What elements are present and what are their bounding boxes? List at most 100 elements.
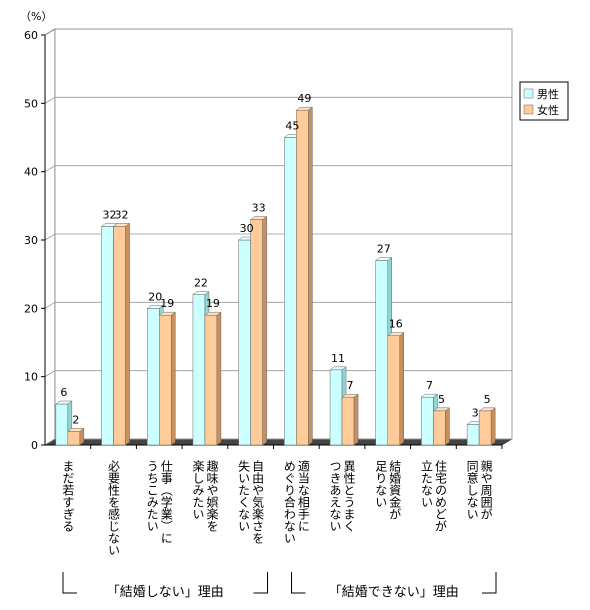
bar xyxy=(295,106,314,446)
data-label: 30 xyxy=(240,222,254,235)
y-tick-label: 40 xyxy=(24,166,38,179)
group-bracket: 「結婚できない」理由 xyxy=(291,572,497,600)
legend-swatch xyxy=(523,104,534,115)
bracket-left xyxy=(62,572,77,594)
bar-front xyxy=(433,410,446,446)
bar-front xyxy=(341,396,355,446)
bar-side xyxy=(216,311,222,446)
bar xyxy=(387,332,405,446)
x-tick-label: めぐり合わない xyxy=(282,460,296,544)
group-label: 「結婚しない」理由 xyxy=(107,585,224,600)
data-label: 7 xyxy=(347,379,354,392)
gridline xyxy=(44,233,512,241)
gridline xyxy=(44,28,512,36)
x-tick-label: 楽しみたい xyxy=(191,460,205,520)
x-tick-label: 立たない xyxy=(419,459,433,508)
data-label: 7 xyxy=(426,379,433,392)
bar-front xyxy=(329,369,343,446)
bar-side xyxy=(125,222,130,446)
bar-front xyxy=(284,137,297,446)
x-tick-label: 結婚資金が xyxy=(388,460,402,520)
gridline xyxy=(44,165,512,173)
x-tick-label: 必要性を感じない xyxy=(107,460,121,556)
y-tick-label: 20 xyxy=(24,302,38,315)
bar-top xyxy=(295,106,314,111)
legend-label: 女性 xyxy=(537,103,559,117)
data-label: 22 xyxy=(194,277,208,290)
data-label: 3 xyxy=(472,407,479,420)
bar xyxy=(249,216,268,446)
bracket-right xyxy=(482,572,497,594)
x-tick-label: 足りない xyxy=(374,460,388,508)
bar-side xyxy=(445,407,450,446)
data-label: 32 xyxy=(115,208,129,221)
bracket-right xyxy=(253,572,268,594)
gridline xyxy=(44,438,512,446)
bar-front xyxy=(113,226,126,446)
y-unit-label: （%） xyxy=(20,10,52,23)
bar-top xyxy=(432,407,451,412)
bracket-left xyxy=(291,572,306,594)
bar-front xyxy=(55,403,69,446)
bar-top xyxy=(329,366,347,371)
data-label: 6 xyxy=(60,386,67,399)
bar-top xyxy=(55,400,73,405)
bar-side xyxy=(399,332,404,446)
x-tick-label: まだ若すぎる xyxy=(61,460,75,532)
bar-top xyxy=(112,223,131,227)
bar-side xyxy=(353,393,359,446)
group-label: 「結婚できない」理由 xyxy=(329,585,459,600)
bar-top xyxy=(249,216,268,220)
bar-front xyxy=(421,396,434,446)
x-tick-label: 住宅のめどが xyxy=(433,460,447,532)
bar xyxy=(204,311,222,446)
legend-swatch xyxy=(523,88,534,99)
x-tick-label: 趣味や娯楽を xyxy=(205,459,219,532)
bar-side xyxy=(262,216,267,446)
bar-front xyxy=(296,109,309,446)
bar-top xyxy=(375,257,393,261)
x-tick-label: 失いたくない xyxy=(237,459,251,532)
bar-side xyxy=(490,407,496,446)
bar-front xyxy=(147,308,160,446)
group-bracket: 「結婚しない」理由 xyxy=(62,572,268,600)
bar-top xyxy=(387,332,405,336)
gridline xyxy=(44,370,512,378)
bar-front xyxy=(238,239,251,446)
bar xyxy=(478,407,496,446)
data-label: 20 xyxy=(148,290,162,303)
bar-front xyxy=(387,335,400,446)
x-tick-label: 異性とうまく xyxy=(342,460,356,532)
bar-top xyxy=(146,305,164,309)
bar-front xyxy=(375,260,388,446)
y-tick-label: 30 xyxy=(24,234,38,247)
bar-front xyxy=(159,314,172,446)
gridline xyxy=(44,301,512,309)
data-label: 45 xyxy=(285,120,299,133)
data-label: 33 xyxy=(252,202,266,215)
bar-front xyxy=(192,294,206,446)
bar-top xyxy=(478,407,496,412)
bar-front xyxy=(250,219,263,446)
bar xyxy=(158,311,176,446)
bar-top xyxy=(204,311,222,316)
x-tick-label: つきあえない xyxy=(328,460,342,532)
bar xyxy=(67,427,85,446)
bar-top xyxy=(158,311,176,316)
data-label: 5 xyxy=(484,393,491,406)
bar-top xyxy=(341,393,359,398)
bar-front xyxy=(204,314,218,446)
bar-top xyxy=(67,428,85,432)
y-tick-label: 0 xyxy=(31,439,38,452)
bars xyxy=(55,106,496,446)
bar-front xyxy=(101,226,114,446)
data-label: 49 xyxy=(297,92,311,105)
x-tick-label: 自由や気楽さを xyxy=(251,460,265,544)
bar xyxy=(341,393,359,446)
y-tick-label: 10 xyxy=(24,371,38,384)
data-label: 16 xyxy=(389,318,403,331)
y-tick-label: 60 xyxy=(24,29,38,42)
bar-front xyxy=(478,410,492,446)
